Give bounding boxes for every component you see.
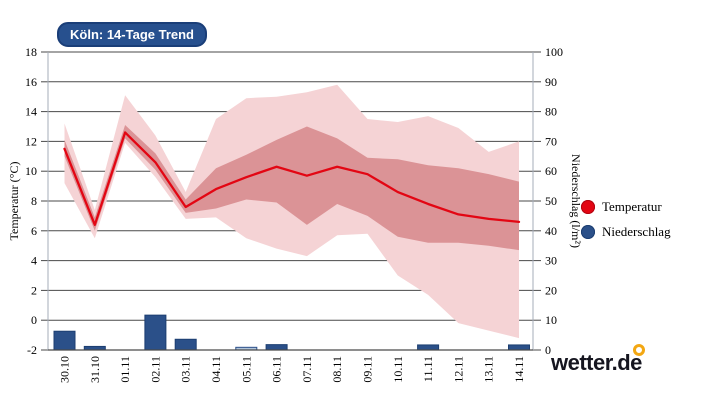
precipitation-bar (174, 338, 197, 351)
x-axis-tick-label: 12.11 (451, 356, 465, 383)
left-axis-tick-label: 2 (31, 283, 37, 297)
chart-legend: Temperatur Niederschlag (581, 194, 671, 244)
right-axis-tick-label: 20 (545, 283, 557, 297)
left-axis-tick-label: 0 (31, 313, 37, 327)
right-axis-tick-label: 80 (545, 105, 557, 119)
legend-item-precipitation: Niederschlag (581, 219, 671, 244)
precipitation-bar (53, 330, 76, 351)
x-axis-tick-label: 01.11 (118, 356, 132, 383)
legend-item-temperature: Temperatur (581, 194, 671, 219)
precipitation-bar (144, 314, 167, 351)
wetter-de-logo[interactable]: wetter.de (551, 344, 651, 384)
x-axis-tick-label: 06.11 (270, 356, 284, 383)
left-axis-tick-label: 6 (31, 224, 37, 238)
right-axis-tick-label: 100 (545, 45, 563, 59)
legend-label-temperature: Temperatur (602, 198, 662, 214)
x-axis-tick-label: 08.11 (330, 356, 344, 383)
right-axis-tick-label: 50 (545, 194, 557, 208)
precipitation-bars (53, 314, 530, 351)
wetter-de-logo-text: wetter.de (551, 350, 642, 375)
x-axis-tick-label: 30.10 (58, 356, 72, 383)
left-axis-tick-label: 18 (25, 45, 37, 59)
precipitation-series-marker-icon (581, 224, 595, 239)
right-axis-tick-label: 60 (545, 164, 557, 178)
page-title: Köln: 14-Tage Trend (70, 27, 194, 42)
x-axis-tick-label: 07.11 (300, 356, 314, 383)
left-axis-tick-label: -2 (27, 343, 37, 357)
x-axis-tick-label: 05.11 (239, 356, 253, 383)
x-axis-tick-label: 31.10 (88, 356, 102, 383)
x-axis-tick-label: 09.11 (361, 356, 375, 383)
x-axis-tick-label: 13.11 (482, 356, 496, 383)
x-axis-tick-label: 14.11 (512, 356, 526, 383)
sun-icon (633, 344, 645, 356)
right-axis-tick-label: 30 (545, 254, 557, 268)
precipitation-bar (508, 344, 530, 351)
x-axis-tick-label: 04.11 (209, 356, 223, 383)
left-axis-tick-label: 14 (25, 105, 37, 119)
title-badge: Köln: 14-Tage Trend (57, 22, 207, 47)
precipitation-bar (265, 344, 288, 351)
right-axis-tick-label: 10 (545, 313, 557, 327)
right-axis-title: Niederschlag (l/m²) (569, 154, 583, 248)
x-axis-tick-label: 11.11 (421, 356, 435, 382)
right-axis-tick-label: 90 (545, 75, 557, 89)
temperature-inner-uncertainty-band (64, 125, 519, 251)
precipitation-bar (417, 344, 440, 351)
x-axis-tick-label: 10.11 (391, 356, 405, 383)
temperature-series-marker-icon (581, 199, 595, 214)
left-axis-tick-label: 12 (25, 134, 37, 148)
x-axis-labels: 30.10 31.10 01.11 02.11 03.11 04.11 05.11 06.11… (58, 356, 527, 383)
left-axis-tick-label: 16 (25, 75, 37, 89)
left-axis-tick-label: 8 (31, 194, 37, 208)
left-axis-tick-label: 10 (25, 164, 37, 178)
left-axis-title: Temperatur (°C) (7, 162, 21, 241)
left-axis-tick-label: 4 (31, 254, 37, 268)
legend-label-precipitation: Niederschlag (602, 223, 671, 239)
temperature-line (63, 131, 521, 226)
x-axis-tick-label: 03.11 (179, 356, 193, 383)
right-axis-tick-label: 0 (545, 343, 551, 357)
right-axis-tick-label: 40 (545, 224, 557, 238)
right-axis-tick-label: 70 (545, 134, 557, 148)
x-axis-tick-label: 02.11 (148, 356, 162, 383)
